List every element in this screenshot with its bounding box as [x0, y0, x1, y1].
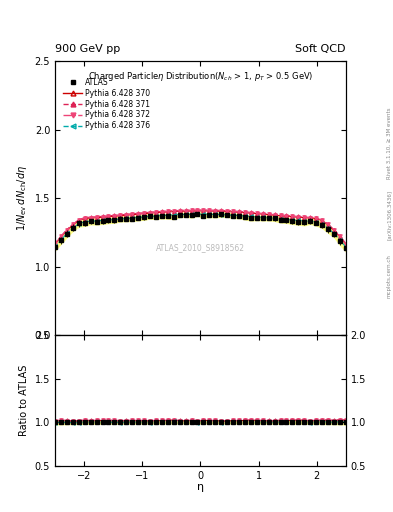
Text: Charged Particle$\eta$ Distribution($N_{ch}$ > 1, $p_T$ > 0.5 GeV): Charged Particle$\eta$ Distribution($N_{… — [88, 70, 313, 82]
Text: ATLAS_2010_S8918562: ATLAS_2010_S8918562 — [156, 243, 245, 252]
Y-axis label: Ratio to ATLAS: Ratio to ATLAS — [19, 365, 29, 436]
Text: mcplots.cern.ch: mcplots.cern.ch — [387, 254, 392, 298]
X-axis label: η: η — [197, 482, 204, 492]
Text: 900 GeV pp: 900 GeV pp — [55, 44, 120, 54]
Legend: ATLAS, Pythia 6.428 370, Pythia 6.428 371, Pythia 6.428 372, Pythia 6.428 376: ATLAS, Pythia 6.428 370, Pythia 6.428 37… — [62, 76, 152, 132]
Text: Soft QCD: Soft QCD — [296, 44, 346, 54]
Text: Rivet 3.1.10, ≥ 3M events: Rivet 3.1.10, ≥ 3M events — [387, 108, 392, 179]
Text: [arXiv:1306.3436]: [arXiv:1306.3436] — [387, 190, 392, 240]
Y-axis label: $1/N_\mathrm{ev}\,dN_\mathrm{ch}/d\eta$: $1/N_\mathrm{ev}\,dN_\mathrm{ch}/d\eta$ — [15, 165, 29, 231]
